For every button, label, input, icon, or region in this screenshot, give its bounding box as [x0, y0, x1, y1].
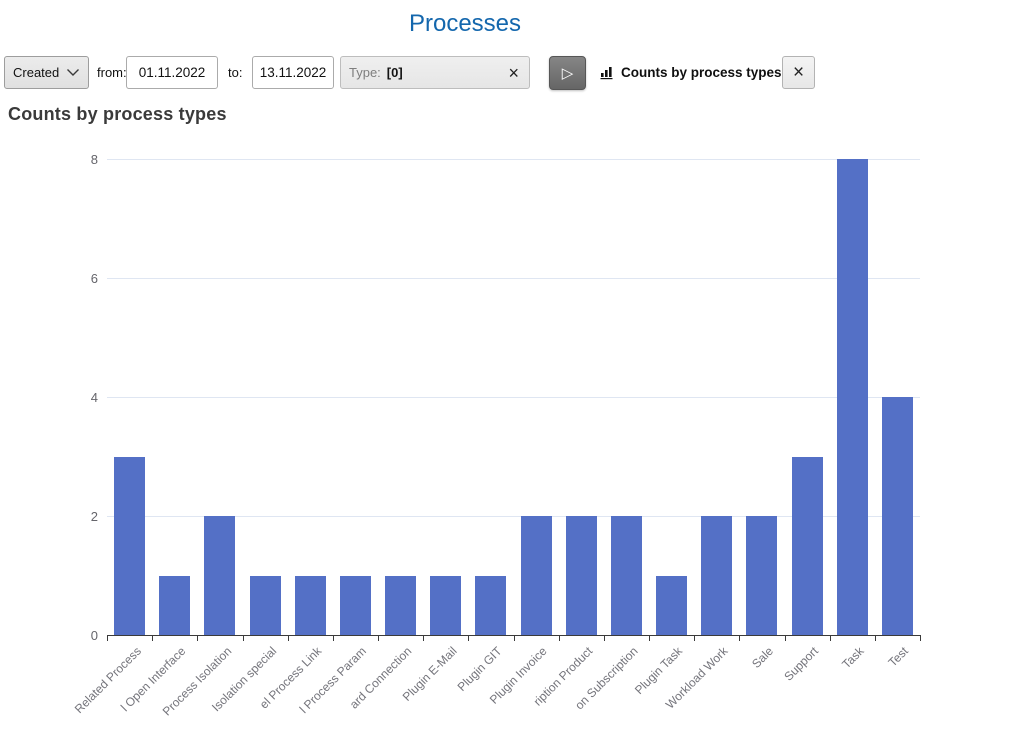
y-axis-tick-label: 8 — [90, 152, 98, 167]
close-chart-button[interactable]: × — [782, 56, 815, 89]
bar[interactable] — [701, 516, 733, 635]
x-axis-tick — [107, 636, 108, 641]
to-date-input[interactable] — [252, 56, 334, 89]
x-axis-tick-label: Task — [838, 644, 867, 672]
bar[interactable] — [204, 516, 236, 635]
type-filter-field[interactable]: Type: [0] × — [340, 56, 530, 89]
gridline — [107, 397, 920, 398]
run-button[interactable]: ▷ — [549, 56, 586, 90]
page-title: Processes — [408, 10, 522, 37]
x-axis-tick — [468, 636, 470, 641]
to-label: to: — [228, 65, 243, 80]
x-axis-tick — [197, 636, 199, 641]
y-axis-tick-label: 6 — [90, 271, 98, 286]
toolbar: Created from: to: Type: [0] × ▷ — [0, 56, 1010, 90]
x-axis-tick — [649, 636, 650, 641]
x-axis-tick — [378, 636, 379, 641]
bar[interactable] — [791, 456, 823, 635]
x-axis-tick — [603, 636, 605, 641]
bar[interactable] — [159, 575, 191, 635]
play-icon: ▷ — [561, 64, 574, 82]
bar[interactable] — [656, 575, 688, 635]
bar[interactable] — [249, 575, 281, 635]
x-axis-tick — [513, 636, 515, 641]
x-axis-tick-label: Sale — [748, 644, 776, 671]
x-axis-tick — [874, 636, 876, 641]
x-axis-tick — [829, 636, 831, 641]
chart-view-label-text: Counts by process types — [621, 65, 782, 80]
field-select[interactable]: Created — [4, 56, 89, 89]
type-filter-value: [0] — [386, 65, 403, 80]
y-axis-tick-label: 2 — [90, 509, 98, 524]
x-axis-tick — [152, 636, 154, 641]
x-axis-tick — [242, 636, 244, 641]
x-axis-tick — [332, 636, 334, 641]
x-axis-tick — [423, 636, 425, 641]
bar[interactable] — [114, 456, 146, 635]
y-axis-tick-label: 0 — [90, 628, 98, 643]
chart-view-label: Counts by process types — [600, 56, 782, 89]
x-axis-tick — [739, 636, 741, 641]
x-axis-tick — [558, 636, 560, 641]
x-axis-tick-label: Test — [885, 644, 912, 670]
bar[interactable] — [836, 159, 868, 635]
bar[interactable] — [430, 575, 462, 635]
bar-chart-icon — [600, 65, 615, 80]
chart-heading: Counts by process types — [8, 104, 227, 124]
type-filter-label: Type: — [349, 65, 381, 80]
from-date-input[interactable] — [126, 56, 218, 89]
x-axis-tick — [694, 636, 696, 641]
field-select-value: Created — [13, 65, 60, 80]
bar[interactable] — [475, 575, 507, 635]
x-axis-tick — [920, 636, 921, 641]
x-axis-tick — [287, 636, 289, 641]
x-axis-tick-label: Support — [781, 644, 821, 684]
clear-type-icon[interactable]: × — [508, 62, 519, 83]
x-axis-tick — [784, 636, 786, 641]
bar[interactable] — [610, 516, 642, 635]
gridline — [107, 278, 920, 279]
y-axis-tick-label: 4 — [90, 390, 98, 405]
x-axis-line — [107, 635, 921, 636]
bar[interactable] — [881, 397, 913, 635]
chevron-down-icon — [66, 68, 80, 77]
bar[interactable] — [746, 516, 778, 635]
bar[interactable] — [294, 575, 326, 635]
gridline — [107, 516, 920, 517]
gridline — [107, 159, 920, 160]
close-icon: × — [792, 61, 805, 83]
bar[interactable] — [565, 516, 597, 635]
bar[interactable] — [339, 575, 371, 635]
bar[interactable] — [385, 575, 417, 635]
from-label: from: — [97, 65, 127, 80]
bar[interactable] — [520, 516, 552, 635]
